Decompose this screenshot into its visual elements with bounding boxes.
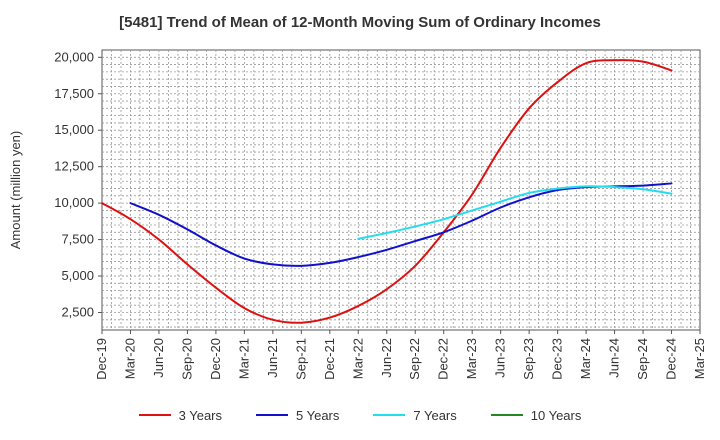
legend-swatch <box>138 414 171 416</box>
y-tick-label: 17,500 <box>54 86 94 101</box>
x-tick-label: Sep-21 <box>293 338 308 380</box>
x-tick-label: Jun-21 <box>265 338 280 378</box>
x-tick-label: Mar-22 <box>350 338 365 379</box>
x-tick-label: Jun-24 <box>607 338 622 378</box>
y-tick-label: 7,500 <box>61 232 94 247</box>
chart-title: [5481] Trend of Mean of 12-Month Moving … <box>119 14 601 31</box>
x-tick-label: Jun-23 <box>493 338 508 378</box>
x-tick-label: Mar-21 <box>236 338 251 379</box>
x-tick-label: Dec-22 <box>436 338 451 380</box>
x-tick-label: Dec-24 <box>664 338 679 380</box>
x-tick-label: Dec-19 <box>94 338 109 380</box>
legend-swatch <box>256 414 288 416</box>
y-axis-title: Amount (million yen) <box>8 131 23 250</box>
x-tick-label: Mar-20 <box>122 338 137 379</box>
y-tick-label: 2,500 <box>61 305 94 320</box>
x-tick-label: Dec-23 <box>550 338 565 380</box>
series-line-7-years <box>357 185 673 240</box>
y-tick-label: 10,000 <box>54 195 94 210</box>
legend-item-5-years: 5 Years <box>256 408 339 423</box>
legend-label: 5 Years <box>296 407 340 423</box>
legend-swatch <box>373 414 406 416</box>
plot-frame <box>101 49 701 331</box>
legend-item-7-years: 7 Years <box>373 407 457 423</box>
legend-item-10-years: 10 Years <box>490 407 582 423</box>
x-tick-label: Jun-20 <box>151 338 166 378</box>
x-tick-label: Sep-23 <box>521 338 536 380</box>
legend-label: 3 Years <box>178 407 222 423</box>
x-tick-label: Mar-23 <box>464 338 479 379</box>
x-tick-label: Sep-20 <box>179 338 194 380</box>
x-tick-label: Sep-22 <box>407 338 422 380</box>
legend-label: 10 Years <box>530 407 582 423</box>
x-tick-label: Mar-25 <box>692 338 707 379</box>
x-tick-label: Dec-21 <box>322 338 337 380</box>
y-tick-label: 12,500 <box>54 159 94 174</box>
x-tick-label: Sep-24 <box>635 338 650 380</box>
series-line-3-years <box>101 59 673 324</box>
legend-item-3-years: 3 Years <box>138 407 222 423</box>
legend-label: 7 Years <box>413 407 457 423</box>
y-tick-label: 5,000 <box>61 268 94 283</box>
x-tick-label: Dec-20 <box>208 338 223 380</box>
legend-swatch <box>490 414 523 416</box>
x-tick-label: Mar-24 <box>578 338 593 379</box>
y-tick-label: 15,000 <box>54 122 94 137</box>
y-tick-label: 20,000 <box>54 49 94 64</box>
x-tick-label: Jun-22 <box>379 338 394 378</box>
legend: 3 Years 5 Years 7 Years 10 Years <box>0 404 720 426</box>
